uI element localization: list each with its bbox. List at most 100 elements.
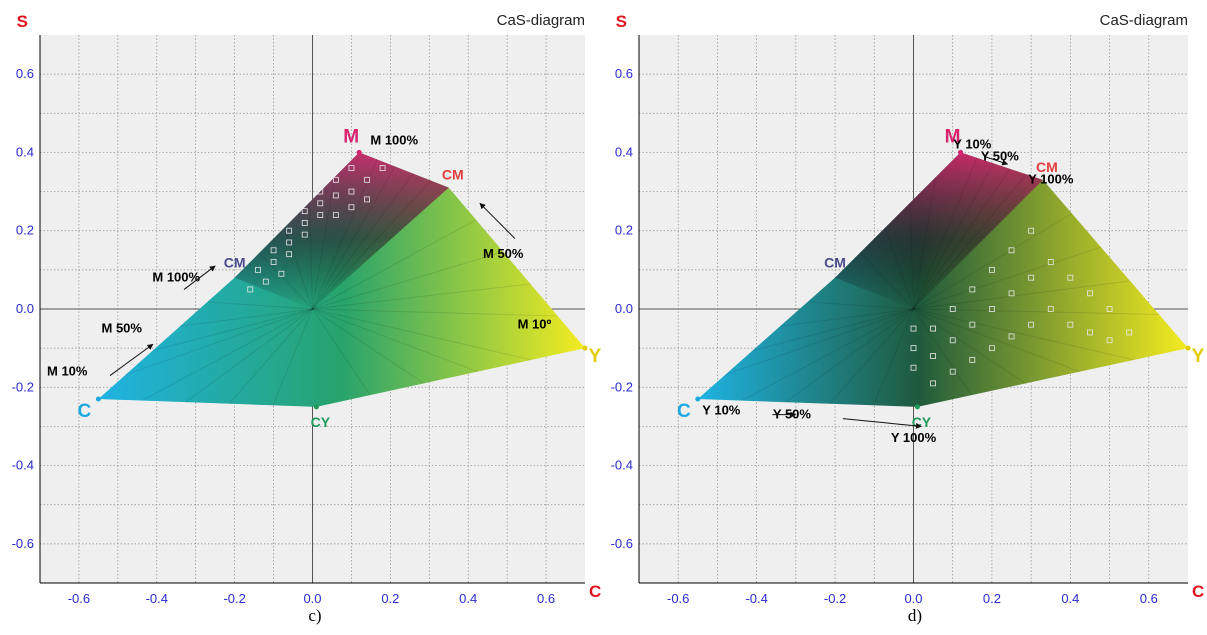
x-axis-label: C bbox=[589, 582, 601, 601]
vertex-point bbox=[695, 396, 701, 402]
vertex-label: M bbox=[343, 126, 359, 147]
gamut-magenta-region bbox=[835, 152, 1043, 309]
gamut-stripe bbox=[859, 252, 914, 310]
annotation-label: Y 50% bbox=[981, 148, 1020, 163]
gamut-stripe bbox=[312, 308, 532, 361]
gamut-stripe bbox=[913, 213, 1073, 310]
gamut-stripe bbox=[913, 177, 936, 310]
sample-point bbox=[989, 266, 995, 273]
y-axis-label: S bbox=[616, 12, 627, 31]
sample-point bbox=[317, 188, 324, 195]
panel-caption: c) bbox=[308, 606, 321, 625]
y-tick-label: -0.2 bbox=[611, 379, 633, 394]
gamut-stripe bbox=[312, 308, 478, 373]
sample-point bbox=[1087, 290, 1093, 297]
vertex-label: CM bbox=[224, 255, 246, 271]
y-axis-label: S bbox=[17, 12, 28, 31]
y-tick-label: -0.6 bbox=[12, 536, 34, 551]
sample-point bbox=[364, 196, 370, 203]
sample-point bbox=[255, 266, 261, 273]
sample-point bbox=[949, 368, 956, 375]
vertex-label: C bbox=[677, 401, 691, 422]
sample-point bbox=[910, 345, 917, 352]
y-tick-label: -0.4 bbox=[611, 458, 633, 473]
chart-title: CaS-diagram bbox=[497, 12, 585, 29]
sample-point bbox=[969, 286, 976, 293]
vertex-point bbox=[356, 149, 362, 155]
sample-point bbox=[1047, 259, 1054, 265]
vertex-label: CM bbox=[1036, 159, 1058, 175]
annotation-label: M 10º bbox=[518, 317, 552, 332]
sample-point bbox=[317, 200, 324, 207]
gamut-stripe bbox=[259, 252, 313, 310]
sample-point bbox=[379, 165, 386, 171]
y-tick-label: -0.4 bbox=[12, 458, 34, 473]
gamut-stripe bbox=[312, 159, 378, 310]
x-tick-label: 0.6 bbox=[537, 591, 555, 606]
annotation-arrow bbox=[479, 202, 516, 239]
vertex-point bbox=[958, 149, 964, 155]
vertex-point bbox=[95, 396, 101, 402]
annotation-label: M 100% bbox=[370, 133, 418, 148]
vertex-label: Y bbox=[589, 346, 602, 367]
sample-point bbox=[262, 278, 269, 285]
sample-point bbox=[286, 251, 293, 258]
gamut-stripe bbox=[308, 202, 313, 310]
gamut-stripe bbox=[312, 166, 396, 310]
gamut-stripe bbox=[741, 308, 914, 402]
x-tick-label: 0.4 bbox=[1061, 591, 1079, 606]
y-tick-label: -0.2 bbox=[12, 379, 34, 394]
sample-point bbox=[1126, 329, 1133, 336]
sample-point bbox=[348, 165, 355, 171]
panel-caption: d) bbox=[908, 606, 922, 625]
sample-point bbox=[910, 325, 917, 332]
gamut-stripe bbox=[312, 180, 432, 310]
sample-point bbox=[301, 231, 308, 238]
vertex-label: CM bbox=[824, 255, 846, 271]
annotation-label: M 50% bbox=[483, 246, 524, 261]
y-tick-label: 0.6 bbox=[16, 66, 34, 81]
x-tick-label: 0.0 bbox=[904, 591, 922, 606]
annotation-arrow bbox=[183, 265, 216, 290]
panel-d: -0.6 -0.4 -0.2 0.0 0.2 0.4 0.6 0.6 0.4 0.2 0.0 -0.2… bbox=[611, 12, 1205, 625]
gamut-stripe bbox=[312, 308, 425, 384]
sample-point bbox=[332, 192, 339, 199]
gamut-stripe bbox=[152, 308, 313, 351]
sample-point bbox=[1106, 306, 1113, 312]
gamut-stripe bbox=[909, 202, 914, 310]
sample-point bbox=[930, 325, 937, 332]
vertex-label: CY bbox=[912, 414, 932, 430]
vertex-point bbox=[313, 404, 319, 410]
gamut-stripe bbox=[312, 308, 558, 317]
x-tick-label: 0.6 bbox=[1140, 591, 1158, 606]
annotation-label: Y 100% bbox=[891, 430, 937, 445]
sample-point bbox=[1028, 321, 1035, 328]
sample-point bbox=[1028, 274, 1035, 281]
sample-point bbox=[364, 176, 370, 183]
gamut-stripe bbox=[807, 301, 914, 310]
y-tick-label: 0.2 bbox=[16, 223, 34, 238]
x-axis-label: C bbox=[1192, 582, 1204, 601]
vertex-label: Y bbox=[1192, 346, 1205, 367]
sample-point bbox=[332, 212, 339, 218]
sample-point bbox=[1008, 247, 1015, 254]
gamut-stripe bbox=[228, 308, 313, 405]
vertex-label: CY bbox=[311, 414, 331, 430]
gamut-stripe bbox=[125, 308, 313, 376]
gamut-stripe bbox=[873, 308, 914, 406]
gamut-stripe bbox=[752, 308, 914, 351]
sample-point bbox=[332, 176, 339, 183]
sample-point bbox=[1008, 290, 1015, 297]
sample-point bbox=[301, 219, 308, 226]
gamut-magenta-region bbox=[234, 152, 449, 309]
sample-point bbox=[969, 356, 976, 363]
annotation-arrow bbox=[842, 418, 922, 429]
vertex-label: M bbox=[945, 126, 961, 147]
gamut-stripe bbox=[913, 308, 1026, 384]
gamut-stripe bbox=[180, 308, 313, 327]
gamut-stripe bbox=[312, 219, 477, 310]
annotation-label: M 10% bbox=[47, 364, 88, 379]
sample-point bbox=[317, 212, 324, 218]
x-tick-label: 0.4 bbox=[459, 591, 477, 606]
sample-point bbox=[1106, 337, 1113, 344]
